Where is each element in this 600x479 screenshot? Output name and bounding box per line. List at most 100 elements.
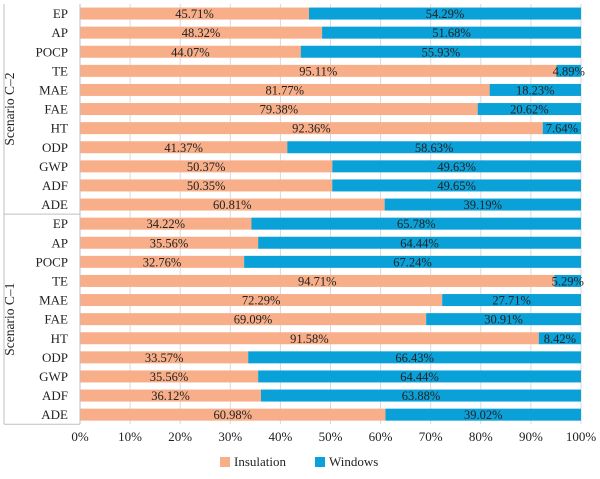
bar-windows (258, 236, 581, 249)
data-label-insulation: 95.11% (299, 64, 337, 78)
x-tick-label: 0% (71, 429, 89, 444)
data-label-windows: 30.91% (484, 313, 523, 327)
bar-windows (477, 103, 581, 116)
bar-insulation (80, 370, 259, 383)
bar-windows (489, 83, 581, 96)
category-label: ODP (42, 140, 68, 155)
category-label: AP (51, 25, 68, 40)
data-label-windows: 49.63% (437, 160, 476, 174)
data-label-insulation: 92.36% (292, 122, 331, 136)
data-label-insulation: 41.37% (164, 141, 203, 155)
data-label-insulation: 35.56% (150, 236, 189, 250)
group-label: Scenario C–1 (2, 283, 17, 356)
data-label-insulation: 94.71% (298, 274, 337, 288)
data-label-insulation: 32.76% (143, 255, 182, 269)
data-label-windows: 66.43% (395, 351, 434, 365)
bar-windows (554, 274, 581, 287)
x-tick-label: 60% (369, 429, 393, 444)
bar-windows (384, 198, 581, 211)
bar-windows (260, 389, 581, 402)
category-label: ODP (42, 350, 68, 365)
category-label: FAE (44, 312, 68, 327)
data-label-windows: 58.63% (415, 141, 454, 155)
data-label-insulation: 60.81% (213, 198, 252, 212)
data-label-windows: 51.68% (432, 26, 471, 40)
bar-insulation (80, 274, 555, 287)
category-label: HT (51, 331, 68, 346)
data-label-windows: 18.23% (516, 83, 555, 97)
bar-insulation (80, 217, 252, 230)
bar-insulation (80, 332, 539, 345)
category-label: ADF (42, 178, 68, 193)
category-label: TE (52, 63, 68, 78)
data-label-windows: 63.88% (402, 389, 441, 403)
bar-insulation (80, 103, 478, 116)
data-label-windows: 8.42% (544, 332, 576, 346)
bar-windows (556, 64, 581, 77)
data-label-insulation: 50.37% (187, 160, 226, 174)
data-label-windows: 54.29% (426, 7, 465, 21)
data-label-insulation: 44.07% (171, 45, 210, 59)
data-label-windows: 39.19% (464, 198, 503, 212)
data-label-insulation: 34.22% (146, 217, 185, 231)
bar-windows (332, 179, 581, 192)
bar-windows (538, 332, 581, 345)
legend-swatch (315, 457, 325, 467)
legend-label: Windows (329, 454, 378, 469)
bar-insulation (80, 389, 261, 402)
category-label: GWP (39, 159, 68, 174)
data-label-windows: 5.29% (552, 274, 584, 288)
category-label: EP (53, 6, 68, 21)
bar-windows (385, 408, 581, 421)
category-label: MAE (39, 82, 68, 97)
bar-insulation (80, 64, 557, 77)
bar-insulation (80, 236, 259, 249)
category-label: GWP (39, 369, 68, 384)
bar-windows (244, 255, 581, 268)
data-label-windows: 49.65% (437, 179, 476, 193)
bar-windows (248, 351, 581, 364)
category-label: FAE (44, 102, 68, 117)
bar-windows (442, 294, 581, 307)
data-label-insulation: 33.57% (145, 351, 184, 365)
bar-windows (258, 370, 581, 383)
x-tick-label: 20% (168, 429, 192, 444)
x-tick-label: 50% (319, 429, 343, 444)
data-label-windows: 65.78% (397, 217, 436, 231)
group-labels: Scenario C–2 Scenario C–1 (2, 72, 17, 355)
bar-windows (300, 45, 581, 58)
bar-insulation (80, 26, 323, 39)
bar-insulation (80, 7, 310, 20)
group-label: Scenario C–2 (2, 72, 17, 145)
bar-insulation (80, 160, 333, 173)
x-tick-label: 80% (469, 429, 493, 444)
bar-windows (332, 160, 581, 173)
data-label-insulation: 48.32% (182, 26, 221, 40)
x-tick-label: 100% (566, 429, 597, 444)
x-tick-label: 70% (419, 429, 443, 444)
data-label-insulation: 91.58% (290, 332, 329, 346)
legend: Insulation Windows (220, 454, 378, 469)
data-label-insulation: 60.98% (213, 408, 252, 422)
x-tick-label: 10% (118, 429, 142, 444)
bar-insulation (80, 83, 490, 96)
data-label-windows: 7.64% (546, 122, 578, 136)
data-label-windows: 27.71% (492, 294, 531, 308)
category-label: ADF (42, 388, 68, 403)
category-label: ADE (41, 407, 68, 422)
data-label-windows: 39.02% (464, 408, 503, 422)
category-labels: EP AP POCP TE MAE FAE HT ODP GWP ADF ADE EP AP POCP TE… (35, 6, 68, 422)
category-label: MAE (39, 293, 68, 308)
bar-windows (287, 141, 581, 154)
legend-label: Insulation (234, 454, 286, 469)
category-label: TE (52, 273, 68, 288)
bar-windows (309, 7, 581, 20)
bar-windows (251, 217, 581, 230)
data-label-windows: 64.44% (400, 236, 439, 250)
data-label-windows: 55.93% (422, 45, 461, 59)
bar-windows (542, 122, 581, 135)
data-label-insulation: 45.71% (175, 7, 214, 21)
category-label: HT (51, 121, 68, 136)
data-label-windows: 4.89% (553, 64, 585, 78)
